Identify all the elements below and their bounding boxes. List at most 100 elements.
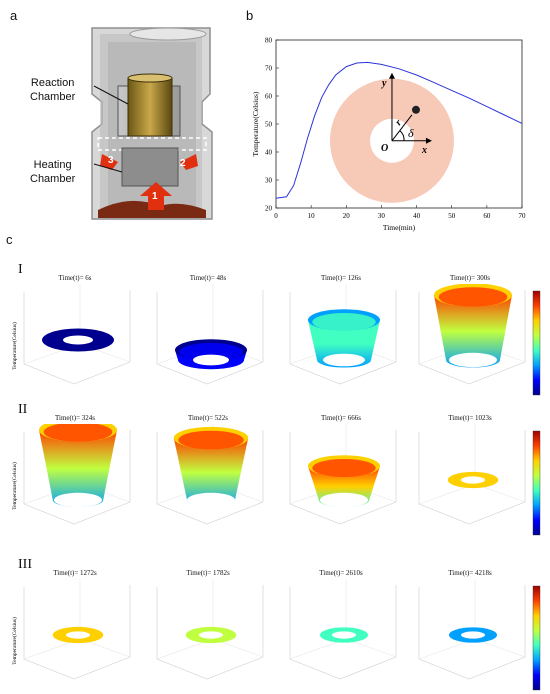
time-label: Time(t)= 1782s xyxy=(186,569,230,577)
inset-r-label: r xyxy=(393,118,404,128)
surface-plot xyxy=(156,579,264,680)
heating-label-line1: Heating xyxy=(33,159,72,171)
x-tick-label: 60 xyxy=(483,212,491,220)
colorbar xyxy=(532,430,541,536)
y-tick-label: 30 xyxy=(265,177,273,185)
inset-r-line xyxy=(391,114,413,142)
arrow-label-1: 1 xyxy=(152,191,158,202)
surface-plot xyxy=(289,579,397,680)
colorbar-bar xyxy=(532,290,541,396)
panel-letter-b: b xyxy=(246,8,254,23)
surface-inner xyxy=(438,287,508,307)
axis-grid xyxy=(418,579,526,660)
axis-box xyxy=(23,585,131,680)
arrow-label-3: 3 xyxy=(108,155,114,166)
time-label: Time(t)= 4218s xyxy=(448,569,492,577)
temperature-line-chart: 0 10 20 30 40 50 60 70 20 30 40 50 60 70 80 Time(min) Te… xyxy=(251,37,527,233)
inset-angle-arc xyxy=(399,130,405,141)
surface-wall xyxy=(173,438,249,507)
surface-plot xyxy=(156,284,264,385)
axis-grid xyxy=(23,579,131,660)
surface-inner xyxy=(312,459,376,477)
surface-plot xyxy=(418,424,526,525)
time-label: Time(t)= 126s xyxy=(320,274,362,282)
colorbar-bar xyxy=(532,430,541,536)
inset-x-arrow xyxy=(425,137,432,144)
y-axis-label: Temperature(Celsius) xyxy=(251,91,260,156)
axis-box xyxy=(156,585,264,680)
z-axis-label: Temperature(Celsius) xyxy=(11,322,18,370)
x-tick-label: 40 xyxy=(413,212,421,220)
y-tick-label: 50 xyxy=(265,121,273,129)
surface-plot xyxy=(418,579,526,680)
x-tick-label: 10 xyxy=(308,212,316,220)
time-label: Time(t)= 324s xyxy=(54,414,96,422)
inset-point xyxy=(411,105,420,114)
temperature-distribution-panel: I Time(t)= 6s Temperature(Celsius) Time(t)=… xyxy=(0,248,550,694)
time-label: Time(t)= 48s xyxy=(189,274,227,282)
inset-delta-label: δ xyxy=(408,126,414,140)
time-label: Time(t)= 522s xyxy=(187,414,229,422)
inset-origin-label: O xyxy=(381,143,388,154)
surface-hole xyxy=(461,476,485,484)
colorbar-bar xyxy=(532,585,541,691)
surface-inner xyxy=(178,430,244,450)
inset-y-label: y xyxy=(381,78,387,89)
axis-box xyxy=(289,290,397,385)
surface-plot xyxy=(289,424,397,525)
row-label-1: II xyxy=(18,402,28,417)
axis-box xyxy=(418,430,526,525)
y-tick-label: 70 xyxy=(265,65,273,73)
surface-hole xyxy=(320,492,368,508)
surface-hole xyxy=(193,354,229,366)
surface-plot: Temperature(Celsius) xyxy=(11,579,131,680)
surface-wall xyxy=(308,320,380,368)
surface-plot: Temperature(Celsius) xyxy=(11,424,131,525)
x-tick-label: 20 xyxy=(343,212,351,220)
temperature-series-line xyxy=(275,61,523,199)
surface-hole xyxy=(332,631,356,639)
axis-grid xyxy=(289,579,397,660)
colorbar xyxy=(532,585,541,691)
time-label: Time(t)= 1023s xyxy=(448,414,492,422)
row-label-0: I xyxy=(18,262,23,277)
surface-hole xyxy=(63,335,93,345)
y-tick-label: 40 xyxy=(265,149,273,157)
time-label: Time(t)= 666s xyxy=(320,414,362,422)
surface-inner xyxy=(179,343,243,361)
surface-plot: Temperature(Celsius) xyxy=(11,284,131,385)
inset-y-arrow xyxy=(388,72,395,79)
panel-letter-c: c xyxy=(6,232,13,247)
surface-plot xyxy=(418,284,526,385)
surface-hole xyxy=(54,492,102,508)
surface-wall xyxy=(434,295,512,368)
axis-box xyxy=(289,430,397,525)
surface-hole xyxy=(66,631,90,639)
surface-wall xyxy=(39,430,117,508)
surface-hole xyxy=(323,353,365,367)
time-label: Time(t)= 6s xyxy=(58,274,92,282)
axis-grid xyxy=(23,284,131,365)
time-label: Time(t)= 2610s xyxy=(319,569,363,577)
time-label: Time(t)= 300s xyxy=(449,274,491,282)
z-axis-label: Temperature(Celsius) xyxy=(11,462,18,510)
axis-box xyxy=(418,290,526,385)
x-tick-label: 30 xyxy=(378,212,386,220)
axis-grid xyxy=(418,424,526,505)
x-tick-label: 70 xyxy=(519,212,527,220)
x-axis-label: Time(min) xyxy=(383,223,416,232)
surface-hole xyxy=(187,492,235,508)
surface-hole xyxy=(461,631,485,639)
row-label-2: III xyxy=(18,557,32,572)
heating-chamber-label: Heating Chamber xyxy=(30,158,75,186)
surface-inner xyxy=(312,313,376,331)
axis-box xyxy=(23,290,131,385)
surface-hole xyxy=(199,631,223,639)
colorbar xyxy=(532,290,541,396)
time-label: Time(t)= 1272s xyxy=(53,569,97,577)
axis-box xyxy=(156,430,264,525)
reactor-cutaway-illustration xyxy=(91,27,213,220)
heating-label-line2: Chamber xyxy=(30,173,76,185)
surface-hole xyxy=(449,352,497,368)
polar-inset: y r x Oδ xyxy=(329,72,454,203)
